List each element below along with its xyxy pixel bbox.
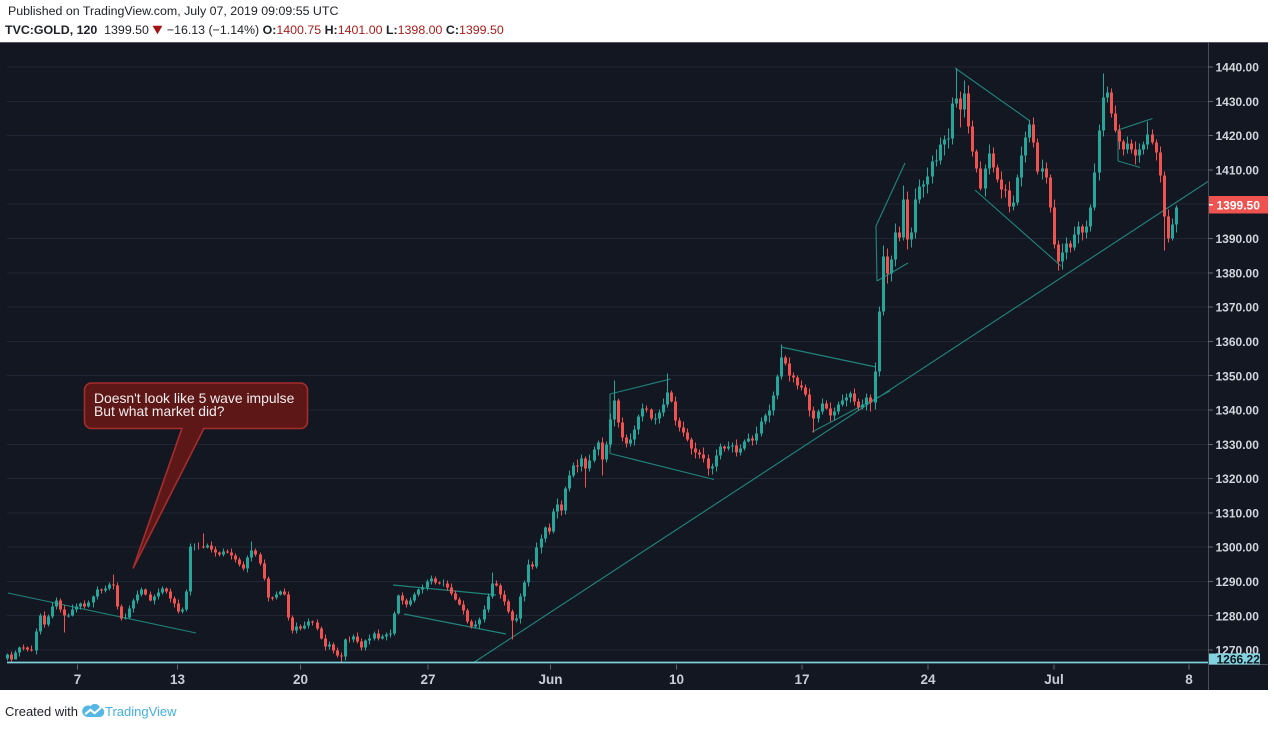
svg-text:1380.00: 1380.00 bbox=[1216, 266, 1260, 280]
svg-text:13: 13 bbox=[170, 672, 186, 687]
svg-text:1266.22: 1266.22 bbox=[1217, 653, 1261, 667]
svg-text:24: 24 bbox=[920, 672, 936, 687]
svg-text:1390.00: 1390.00 bbox=[1216, 232, 1260, 246]
svg-text:17: 17 bbox=[794, 672, 809, 687]
svg-text:8: 8 bbox=[1185, 672, 1193, 687]
svg-text:1310.00: 1310.00 bbox=[1216, 506, 1260, 520]
svg-text:1280.00: 1280.00 bbox=[1216, 609, 1260, 623]
svg-text:1350.00: 1350.00 bbox=[1216, 369, 1260, 383]
svg-text:1430.00: 1430.00 bbox=[1216, 95, 1260, 109]
svg-text:Jul: Jul bbox=[1044, 672, 1064, 687]
svg-text:1320.00: 1320.00 bbox=[1216, 472, 1260, 486]
svg-text:1360.00: 1360.00 bbox=[1216, 335, 1260, 349]
svg-text:1290.00: 1290.00 bbox=[1216, 575, 1260, 589]
svg-text:Jun: Jun bbox=[538, 672, 562, 687]
svg-text:1370.00: 1370.00 bbox=[1216, 301, 1260, 315]
svg-text:7: 7 bbox=[74, 672, 82, 687]
svg-text:1399.50: 1399.50 bbox=[1217, 198, 1261, 212]
svg-text:27: 27 bbox=[420, 672, 435, 687]
svg-text:But what market did?: But what market did? bbox=[94, 403, 225, 419]
svg-text:1340.00: 1340.00 bbox=[1216, 404, 1260, 418]
svg-text:10: 10 bbox=[669, 672, 684, 687]
svg-text:1410.00: 1410.00 bbox=[1216, 164, 1260, 178]
svg-text:1330.00: 1330.00 bbox=[1216, 438, 1260, 452]
svg-text:20: 20 bbox=[293, 672, 308, 687]
svg-text:Doesn't look like 5 wave impul: Doesn't look like 5 wave impulse bbox=[94, 390, 295, 406]
svg-text:1300.00: 1300.00 bbox=[1216, 541, 1260, 555]
svg-text:1420.00: 1420.00 bbox=[1216, 129, 1260, 143]
svg-text:1440.00: 1440.00 bbox=[1216, 61, 1260, 75]
